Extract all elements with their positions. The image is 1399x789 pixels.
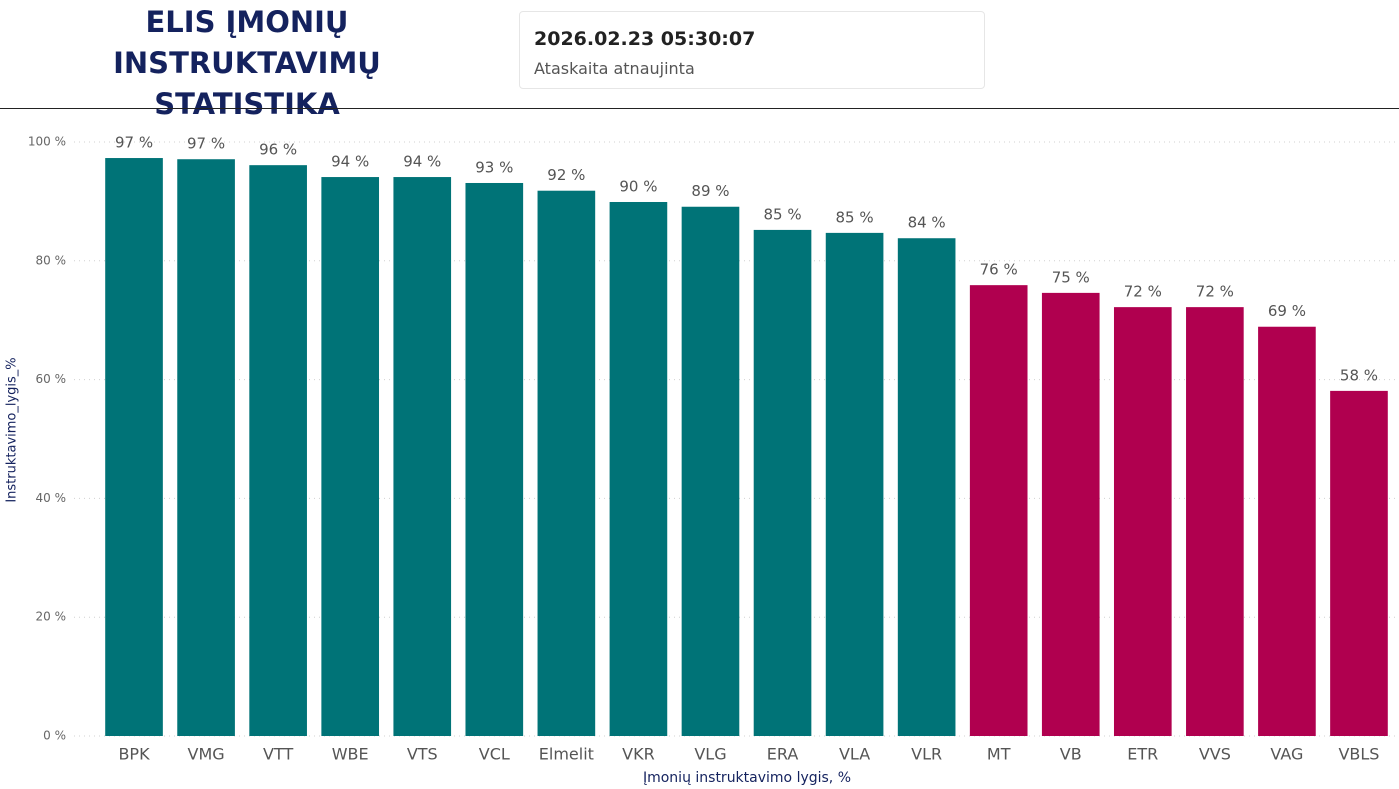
y-axis-title: Instruktavimo_lygis_% xyxy=(5,357,20,502)
dashboard-title: ELIS ĮMONIŲ INSTRUKTAVIMŲ STATISTIKA xyxy=(113,5,381,121)
data-label: 69 % xyxy=(1268,302,1306,320)
x-tick-label: VBLS xyxy=(1338,745,1379,764)
bar xyxy=(609,201,668,736)
bar xyxy=(897,238,956,736)
y-tick-label: 80 % xyxy=(36,253,67,267)
data-label: 97 % xyxy=(187,135,225,153)
bar xyxy=(969,285,1028,736)
data-label: 94 % xyxy=(331,153,369,171)
x-tick-label: VAG xyxy=(1270,745,1303,764)
x-tick-label: VVS xyxy=(1199,745,1231,764)
bar xyxy=(249,165,307,736)
x-tick-label: VTS xyxy=(407,745,438,764)
x-tick-label: VLG xyxy=(694,745,726,764)
x-tick-label: WBE xyxy=(332,745,369,764)
y-tick-label: 0 % xyxy=(43,729,66,743)
y-tick-label: 60 % xyxy=(36,372,67,386)
data-label: 89 % xyxy=(691,182,729,200)
data-label: 72 % xyxy=(1124,283,1162,301)
x-tick-label: ERA xyxy=(767,745,799,764)
bar xyxy=(681,206,740,737)
refresh-card: 2026.02.23 05:30:07 Ataskaita atnaujinta xyxy=(519,11,985,89)
data-label: 92 % xyxy=(547,166,585,184)
data-label: 76 % xyxy=(980,261,1018,279)
data-label: 94 % xyxy=(403,153,441,171)
data-label: 96 % xyxy=(259,141,297,159)
data-label: 85 % xyxy=(763,205,801,223)
y-tick-label: 40 % xyxy=(36,491,67,505)
x-tick-label: ETR xyxy=(1127,745,1158,764)
bar xyxy=(825,232,884,736)
data-label: 75 % xyxy=(1052,268,1090,286)
data-label: 58 % xyxy=(1340,366,1378,384)
header-rule xyxy=(0,108,1399,109)
x-tick-label: VLR xyxy=(911,745,942,764)
bar xyxy=(1041,292,1100,736)
bar xyxy=(465,182,524,737)
bar xyxy=(1258,326,1316,736)
x-tick-label: VLA xyxy=(839,745,870,764)
bar xyxy=(177,159,235,736)
x-axis-title: Įmonių instruktavimo lygis, % xyxy=(643,770,851,786)
x-tick-label: VMG xyxy=(188,745,225,764)
data-label: 85 % xyxy=(836,208,874,226)
x-tick-label: MT xyxy=(987,745,1011,764)
x-tick-label: VKR xyxy=(622,745,655,764)
data-label: 72 % xyxy=(1196,283,1234,301)
x-tick-label: VB xyxy=(1060,745,1082,764)
bar xyxy=(1113,307,1172,736)
x-tick-label: VTT xyxy=(263,745,293,764)
bar xyxy=(393,177,452,736)
data-label: 97 % xyxy=(115,134,153,152)
bar xyxy=(105,158,163,737)
bar xyxy=(321,177,380,736)
timestamp-label: Ataskaita atnaujinta xyxy=(534,59,695,78)
x-tick-label: Elmelit xyxy=(539,745,594,764)
y-tick-label: 20 % xyxy=(36,610,67,624)
data-label: 90 % xyxy=(619,177,657,195)
x-tick-label: VCL xyxy=(479,745,510,764)
data-label: 93 % xyxy=(475,158,513,176)
data-label: 84 % xyxy=(908,214,946,232)
timestamp: 2026.02.23 05:30:07 xyxy=(534,28,756,50)
bar xyxy=(1330,390,1388,736)
bar xyxy=(537,190,596,736)
y-tick-label: 100 % xyxy=(28,135,66,149)
x-tick-label: BPK xyxy=(118,745,150,764)
bar xyxy=(753,229,812,737)
bar xyxy=(1186,307,1244,736)
